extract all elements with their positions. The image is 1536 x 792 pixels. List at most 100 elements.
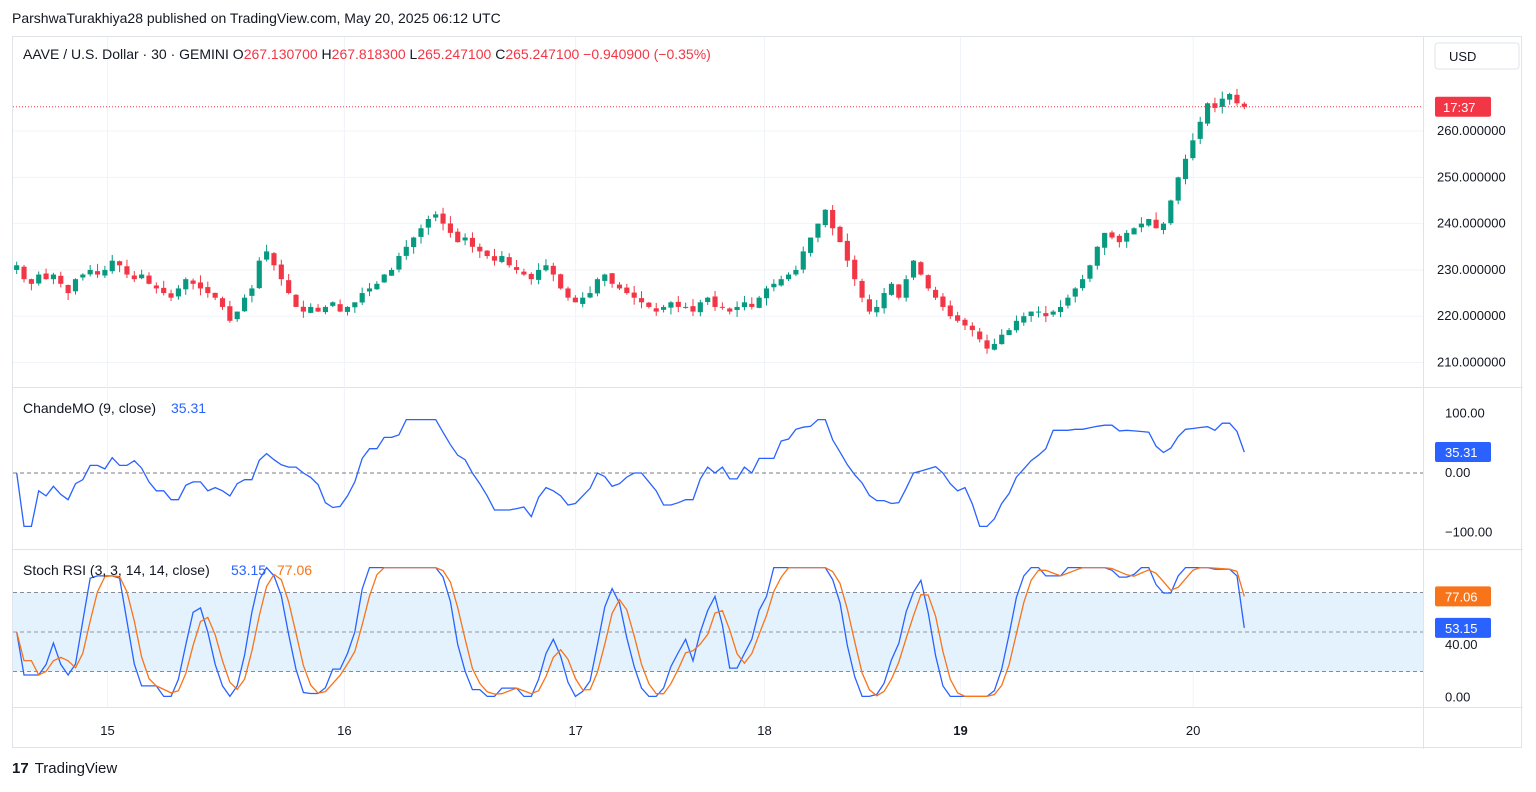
candle-body — [1146, 219, 1152, 226]
candle-body — [815, 223, 821, 238]
candle-body — [1234, 94, 1240, 104]
cmo-tick-label: 100.00 — [1445, 406, 1485, 421]
symbol-legend: AAVE / U.S. Dollar · 30 · GEMINI O267.13… — [23, 46, 711, 62]
candle-body — [1057, 306, 1064, 312]
candle-body — [528, 273, 534, 280]
candle-body — [1006, 330, 1012, 336]
candle-body — [425, 219, 431, 228]
candle-body — [690, 306, 696, 312]
candle-body — [763, 288, 770, 299]
candle-body — [14, 265, 20, 270]
candle-body — [352, 302, 358, 308]
candle-body — [197, 282, 204, 289]
candle-body — [741, 302, 748, 308]
tv-logo-glyph: 17 — [12, 760, 29, 777]
chart-frame[interactable]: 15 16 17 18 19 20 210.000000 220.000000 230.0000… — [12, 36, 1523, 749]
candle-body — [396, 256, 402, 270]
candle-body — [1160, 223, 1167, 231]
candle-body — [727, 308, 733, 312]
chart-canvas[interactable]: 15 16 17 18 19 20 210.000000 220.000000 230.0000… — [13, 37, 1523, 749]
candle-body — [955, 315, 961, 321]
candle-body — [1153, 219, 1159, 229]
candle-body — [455, 231, 461, 243]
candle-body — [1219, 98, 1225, 107]
candle-body — [653, 308, 659, 312]
candle-body — [168, 293, 174, 298]
candle-body — [1124, 232, 1130, 242]
candle-body — [1131, 228, 1137, 235]
candle-body — [418, 228, 424, 237]
time-tick-label: 18 — [757, 723, 771, 738]
ohlc-l-value: 265.247100 — [417, 46, 495, 62]
candle-body — [227, 306, 233, 321]
candle-body — [50, 274, 57, 280]
candle-body — [315, 307, 321, 312]
candle-body — [536, 269, 542, 280]
candle-body — [808, 237, 814, 253]
candle-body — [175, 288, 181, 297]
ohlc-change-value: −0.940900 (−0.35%) — [583, 46, 711, 62]
candle-body — [403, 246, 409, 256]
candle-body — [219, 298, 226, 307]
ohlc-o-label: O — [233, 46, 244, 62]
candle-body — [881, 293, 887, 309]
candle-body — [1175, 177, 1181, 201]
ohlc-h-label: H — [322, 46, 332, 62]
candle-body — [1043, 313, 1049, 317]
candle-body — [117, 261, 123, 266]
cmo-tick-label: 0.00 — [1445, 465, 1470, 480]
stoch-k-badge — [1435, 617, 1491, 638]
candle-body — [1013, 320, 1020, 331]
candle-body — [337, 304, 343, 312]
candle-body — [1028, 311, 1034, 317]
candle-body — [521, 271, 527, 275]
ohlc-c-label: C — [495, 46, 505, 62]
candle-body — [616, 284, 623, 289]
candle-body — [102, 269, 108, 276]
candle-body — [94, 271, 101, 275]
candle-body — [697, 302, 703, 313]
cmo-title: ChandeMO (9, close) — [23, 400, 156, 416]
candle-body — [447, 223, 453, 233]
candle-body — [1190, 140, 1196, 159]
stoch-k-line — [16, 566, 1245, 698]
stoch-k-badge-text: 53.15 — [1445, 621, 1478, 636]
candle-body — [80, 274, 86, 278]
brand-name: TradingView — [34, 760, 118, 777]
candle-body — [1212, 103, 1218, 108]
candle-body — [933, 289, 939, 298]
candle-body — [984, 340, 990, 349]
candle-body — [719, 306, 725, 308]
candle-body — [1182, 158, 1189, 180]
tradingview-logo[interactable]: 17 TradingView — [12, 760, 117, 777]
cmo-tick-label: −100.00 — [1445, 524, 1492, 539]
candle-body — [506, 257, 512, 266]
candle-body — [999, 334, 1005, 345]
candle-body — [293, 294, 299, 307]
candle-body — [558, 274, 564, 289]
ohlc-l-label: L — [410, 46, 418, 62]
currency-button — [1434, 42, 1520, 70]
candle-body — [793, 269, 799, 275]
candle-body — [359, 293, 365, 303]
candle-body — [903, 279, 909, 298]
candle-body — [609, 273, 615, 284]
candle-body — [491, 256, 498, 261]
candle-body — [991, 343, 997, 350]
candle-body — [962, 319, 968, 326]
candle-body — [785, 274, 792, 280]
time-tick-label: 17 — [568, 723, 582, 738]
candle-body — [977, 331, 983, 340]
candle-body — [241, 297, 248, 312]
time-tick-label: 19 — [953, 723, 967, 738]
cmo-value: 35.31 — [171, 400, 206, 416]
stoch-title: Stoch RSI (3, 3, 14, 14, close) — [23, 562, 210, 578]
candle-body — [87, 269, 93, 275]
candle-body — [874, 306, 880, 313]
candle-body — [1241, 103, 1247, 107]
cmo-badge-text: 35.31 — [1445, 445, 1478, 460]
candle-body — [800, 251, 806, 270]
stoch-tick-label: 0.00 — [1445, 690, 1470, 705]
candle-body — [594, 279, 600, 294]
last-price-badge — [1435, 96, 1491, 117]
